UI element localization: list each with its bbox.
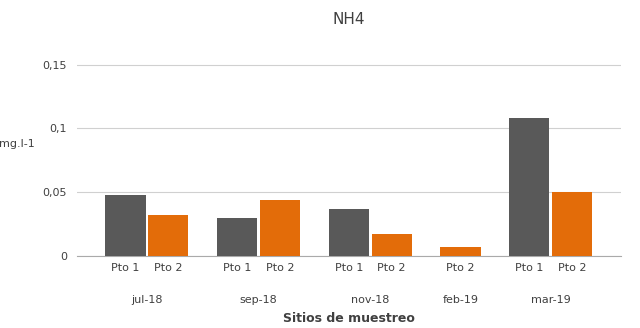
Bar (260, 200, 300, 256)
Text: nov-18: nov-18 (351, 295, 390, 305)
Text: jul-18: jul-18 (131, 295, 163, 305)
Bar (440, 247, 481, 256)
Text: mar-19: mar-19 (531, 295, 570, 305)
Text: feb-19: feb-19 (442, 295, 479, 305)
Text: mg.l-1: mg.l-1 (0, 139, 35, 149)
Bar (329, 209, 369, 256)
Bar (509, 118, 549, 256)
Bar (552, 192, 592, 256)
Bar (217, 217, 257, 256)
Text: sep-18: sep-18 (240, 295, 278, 305)
Bar (106, 195, 145, 256)
Title: NH4: NH4 (333, 12, 365, 28)
Bar (372, 234, 412, 256)
Bar (148, 215, 188, 256)
X-axis label: Sitios de muestreo: Sitios de muestreo (283, 312, 415, 325)
